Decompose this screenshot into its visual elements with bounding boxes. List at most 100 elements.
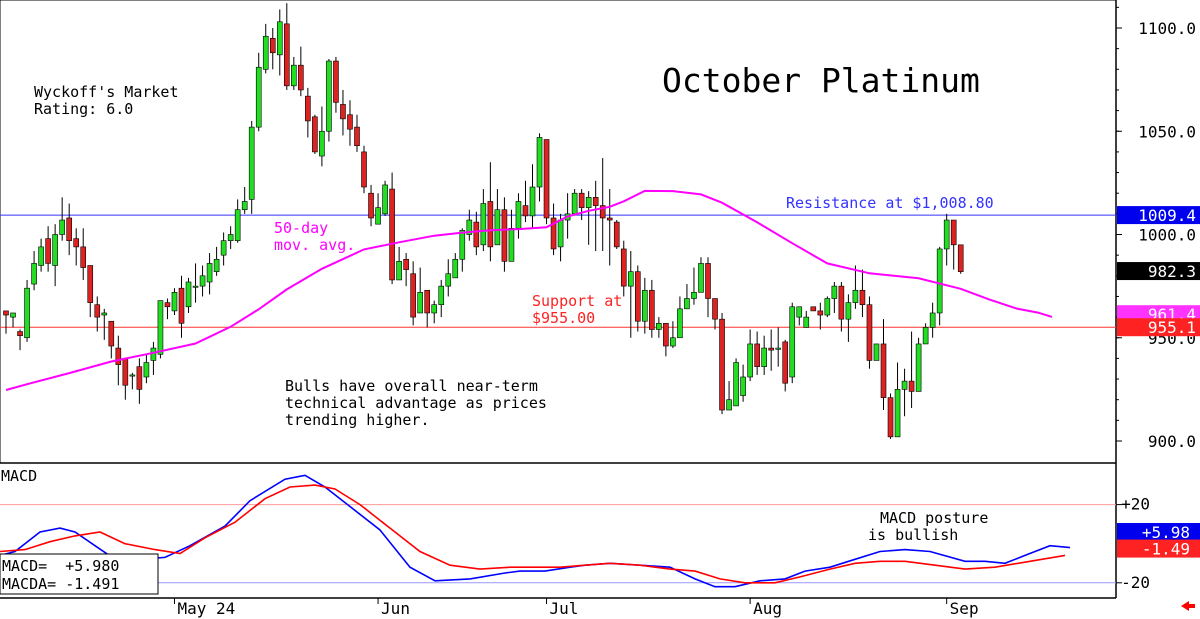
candle-body <box>185 281 192 308</box>
candle-body <box>375 207 381 225</box>
candle-body <box>922 327 929 345</box>
candle-body <box>459 230 466 260</box>
candle-body <box>726 399 732 411</box>
candle-body <box>382 184 388 215</box>
candle-body <box>789 306 796 378</box>
candle-body <box>838 285 845 320</box>
candle-body <box>529 186 536 217</box>
candle-body <box>557 219 564 248</box>
candle-body <box>94 304 101 318</box>
macd-value-tag-bg <box>1117 523 1200 542</box>
x-month-label: May 24 <box>177 599 235 618</box>
candle-body <box>613 221 620 248</box>
candle-body <box>403 258 409 270</box>
macd-readout-box <box>0 553 159 595</box>
candle-body <box>164 302 171 308</box>
candle-body <box>719 318 725 411</box>
candle-body <box>901 380 908 390</box>
candle-body <box>592 197 599 206</box>
candle-body <box>508 228 515 262</box>
candle-body <box>213 258 220 272</box>
candle-body <box>136 366 143 390</box>
last-price-tag: 982.3 <box>1148 262 1196 281</box>
candle-body <box>543 139 550 219</box>
candle-body <box>845 302 852 320</box>
support-annotation-line2: $955.00 <box>532 309 595 327</box>
macd-annotation-line2: is bullish <box>868 526 958 544</box>
candle-body <box>73 238 79 248</box>
ma-annotation-line2: mov. avg. <box>274 236 355 254</box>
candle-body <box>248 126 255 200</box>
candle-body <box>494 209 501 246</box>
candle-body <box>803 316 810 328</box>
candle-body <box>943 219 950 250</box>
candle-body <box>908 380 915 392</box>
candle-body <box>894 389 901 438</box>
macda-readout: MACDA= -1.491 <box>2 575 119 593</box>
candle-body <box>417 292 423 314</box>
candle-body <box>782 341 789 384</box>
candle-body <box>115 347 122 365</box>
candle-body <box>354 126 360 147</box>
macd-y-tick-label: -20 <box>1121 573 1150 592</box>
plot-layer <box>0 0 1122 604</box>
candle-body <box>234 209 241 241</box>
candle-body <box>873 343 880 361</box>
candle-body <box>578 192 585 208</box>
candle-body <box>192 285 199 288</box>
ma-annotation-line1: 50-day <box>274 219 328 237</box>
commentary-line2: technical advantage as prices <box>285 394 547 412</box>
macd-panel-title: MACD <box>1 467 37 485</box>
ma-50day-line <box>5 189 1053 391</box>
candle-body <box>452 258 459 279</box>
candle-body <box>424 289 431 314</box>
candle-body <box>227 234 234 241</box>
candle-body <box>880 343 887 398</box>
candle-body <box>740 376 746 396</box>
candle-body <box>326 60 332 132</box>
candle-body <box>473 221 480 248</box>
candle-body <box>950 219 957 246</box>
candle-body <box>108 320 115 347</box>
candle-body <box>291 64 297 87</box>
candle-body <box>17 331 23 336</box>
candle-body <box>866 304 873 361</box>
candle-body <box>143 362 150 378</box>
candle-body <box>649 289 655 330</box>
price-y-tick-label: 1050.0 <box>1138 122 1196 141</box>
commentary-line3: trending higher. <box>285 411 430 429</box>
candle-body <box>262 35 269 70</box>
candle-body <box>670 337 676 347</box>
candle-body <box>634 271 641 322</box>
resistance-value-tag: 1009.4 <box>1138 206 1196 225</box>
candle-body <box>283 23 290 87</box>
rating-annotation-line1: Wyckoff's Market <box>34 83 179 101</box>
candle-body <box>38 246 44 266</box>
candle-body <box>957 244 964 272</box>
candle-body <box>361 151 367 188</box>
candle-body <box>31 263 37 285</box>
candle-body <box>656 322 662 330</box>
candle-body <box>45 238 51 264</box>
candle-body <box>276 21 283 56</box>
candle-body <box>929 312 936 328</box>
macda-value-tag-bg <box>1117 539 1200 558</box>
candle-body <box>501 209 508 262</box>
candle-body <box>684 298 690 310</box>
candle-body <box>487 201 494 248</box>
candle-body <box>677 308 683 339</box>
candle-body <box>396 261 402 281</box>
candle-body <box>66 217 72 241</box>
candle-body <box>480 203 487 246</box>
candle-body <box>642 289 648 322</box>
candle-body <box>340 104 346 120</box>
candle-body <box>298 64 304 91</box>
back-arrow-icon[interactable] <box>1181 601 1195 611</box>
candle-body <box>199 275 206 287</box>
candle-body <box>178 287 185 324</box>
candle-body <box>241 201 248 211</box>
candle-body <box>87 265 94 303</box>
candle-body <box>810 306 817 312</box>
candle-body <box>522 205 529 217</box>
